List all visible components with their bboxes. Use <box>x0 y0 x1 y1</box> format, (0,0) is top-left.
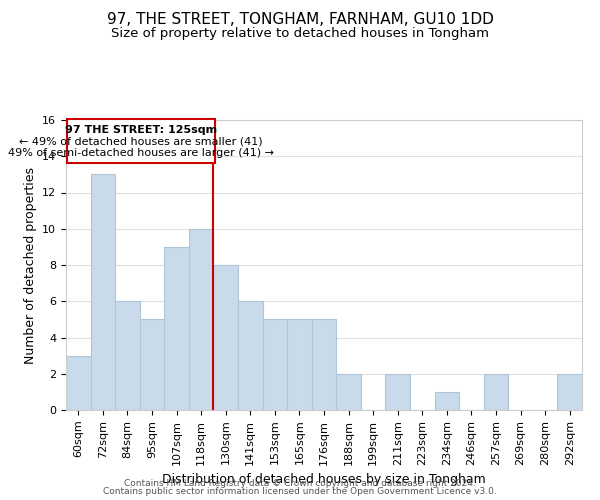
Text: 97, THE STREET, TONGHAM, FARNHAM, GU10 1DD: 97, THE STREET, TONGHAM, FARNHAM, GU10 1… <box>107 12 493 28</box>
Text: 49% of semi-detached houses are larger (41) →: 49% of semi-detached houses are larger (… <box>8 148 274 158</box>
Bar <box>484 374 508 410</box>
Bar <box>115 301 140 410</box>
X-axis label: Distribution of detached houses by size in Tongham: Distribution of detached houses by size … <box>162 473 486 486</box>
Text: 97 THE STREET: 125sqm: 97 THE STREET: 125sqm <box>65 125 217 135</box>
Bar <box>91 174 115 410</box>
Bar <box>164 247 189 410</box>
Y-axis label: Number of detached properties: Number of detached properties <box>23 166 37 364</box>
Bar <box>385 374 410 410</box>
Bar <box>287 320 312 410</box>
Text: Size of property relative to detached houses in Tongham: Size of property relative to detached ho… <box>111 28 489 40</box>
Bar <box>189 229 214 410</box>
Bar <box>214 265 238 410</box>
Text: ← 49% of detached houses are smaller (41): ← 49% of detached houses are smaller (41… <box>19 136 263 147</box>
Bar <box>66 356 91 410</box>
Bar <box>67 119 215 162</box>
Bar <box>140 320 164 410</box>
Text: Contains public sector information licensed under the Open Government Licence v3: Contains public sector information licen… <box>103 487 497 496</box>
Bar <box>312 320 336 410</box>
Bar <box>238 301 263 410</box>
Bar <box>557 374 582 410</box>
Bar <box>263 320 287 410</box>
Bar <box>336 374 361 410</box>
Bar <box>434 392 459 410</box>
Text: Contains HM Land Registry data © Crown copyright and database right 2024.: Contains HM Land Registry data © Crown c… <box>124 478 476 488</box>
